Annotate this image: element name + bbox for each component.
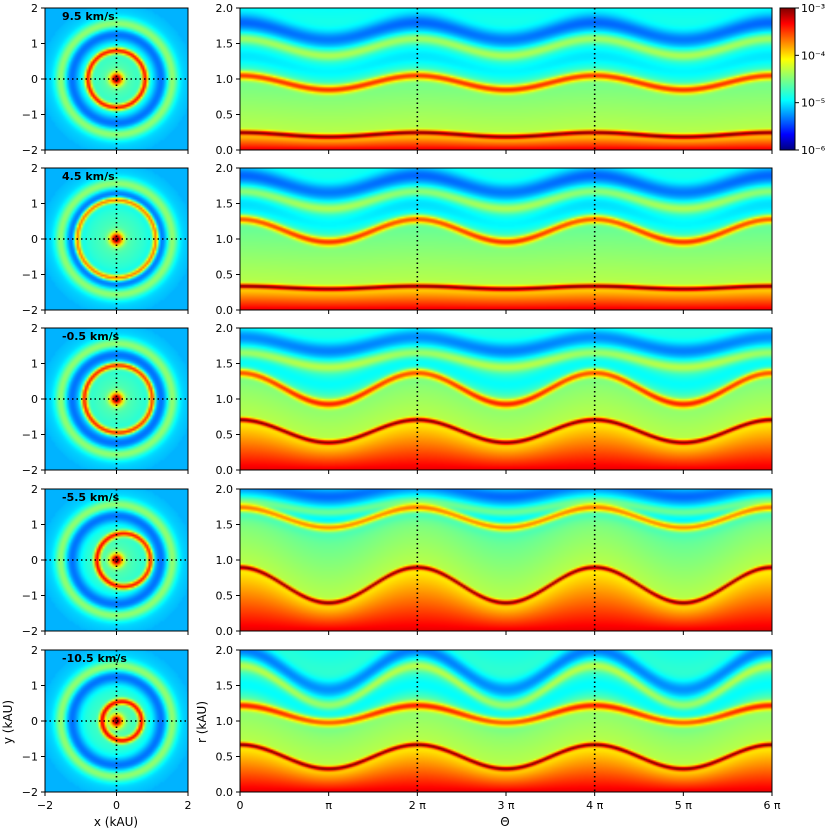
left-ytick-label: −1	[22, 109, 38, 122]
left-ytick-label: −1	[22, 429, 38, 442]
right-xtick-label: 5 π	[675, 799, 692, 812]
left-ytick-label: 2	[31, 644, 38, 657]
right-ytick-label: 2.0	[216, 483, 234, 496]
right-ytick-label: 0.0	[216, 464, 234, 477]
left-ytick-label: −1	[22, 751, 38, 764]
right-ytick-label: 1.0	[216, 233, 234, 246]
right-xtick-label: 2 π	[409, 799, 426, 812]
left-ytick-label: 0	[31, 233, 38, 246]
right-xtick-label: 4 π	[586, 799, 603, 812]
right-map-image	[240, 8, 772, 150]
right-map-image	[240, 328, 772, 470]
velocity-label: -0.5 km/s	[62, 330, 120, 343]
right-ytick-label: 1.5	[216, 358, 234, 371]
left-xtick-label: −2	[37, 799, 53, 812]
right-xtick-label: 0	[237, 799, 244, 812]
colorbar-tick-label: 10⁻⁴	[801, 49, 826, 62]
right-xlabel: Θ	[500, 815, 509, 829]
right-ytick-label: 1.5	[216, 38, 234, 51]
right-xtick-label: 3 π	[497, 799, 514, 812]
velocity-label: 4.5 km/s	[62, 170, 115, 183]
left-ylabel: y (kAU)	[1, 700, 15, 744]
velocity-label: -10.5 km/s	[62, 652, 127, 665]
right-ytick-label: 1.0	[216, 73, 234, 86]
left-ytick-label: 1	[31, 519, 38, 532]
right-ylabel: r (kAU)	[195, 701, 209, 743]
colorbar-tick-label: 10⁻³	[801, 2, 825, 15]
right-ytick-label: 0.5	[216, 269, 234, 282]
right-ytick-label: 2.0	[216, 322, 234, 335]
left-ytick-label: 0	[31, 393, 38, 406]
panel-row-4: -5.5 km/s −2 −1 0 1 2 0.0 0.5 1.0 1.5 2.0	[22, 483, 773, 638]
right-ytick-label: 1.0	[216, 554, 234, 567]
right-ytick-label: 2.0	[216, 162, 234, 175]
right-ytick-label: 2.0	[216, 2, 234, 15]
right-ytick-label: 1.5	[216, 680, 234, 693]
right-ytick-label: 0.5	[216, 109, 234, 122]
right-ytick-label: 0.0	[216, 786, 234, 799]
right-ytick-label: 1.5	[216, 198, 234, 211]
left-ytick-label: −2	[22, 304, 38, 317]
left-ytick-label: −1	[22, 269, 38, 282]
colorbar: 10⁻³ 10⁻⁴ 10⁻⁵ 10⁻⁶	[779, 2, 826, 157]
colorbar-tick-label: 10⁻⁶	[801, 144, 826, 157]
panel-row-2: 4.5 km/s −2 −1 0 1 2 0.0 0.5 1.0 1.5 2.0	[22, 162, 773, 317]
right-ytick-label: 0.5	[216, 590, 234, 603]
right-xtick-label: 6 π	[763, 799, 780, 812]
left-ytick-label: −2	[22, 786, 38, 799]
left-ytick-label: 2	[31, 162, 38, 175]
right-ytick-label: 1.0	[216, 393, 234, 406]
left-ytick-label: 0	[31, 73, 38, 86]
right-map-image	[240, 489, 772, 631]
left-ytick-label: 0	[31, 554, 38, 567]
left-ytick-label: −1	[22, 590, 38, 603]
left-ytick-label: −2	[22, 625, 38, 638]
right-ytick-label: 0.0	[216, 625, 234, 638]
right-ytick-label: 0.5	[216, 429, 234, 442]
left-ytick-label: 0	[31, 715, 38, 728]
right-map-image	[240, 168, 772, 310]
right-xtick-label: π	[325, 799, 332, 812]
velocity-label: -5.5 km/s	[62, 491, 120, 504]
left-xtick-label: 0	[113, 799, 120, 812]
right-ytick-label: 0.0	[216, 304, 234, 317]
left-ytick-label: 2	[31, 483, 38, 496]
right-ytick-label: 0.0	[216, 144, 234, 157]
left-ytick-label: −2	[22, 144, 38, 157]
colorbar-tick-label: 10⁻⁵	[801, 97, 825, 110]
left-ytick-label: 1	[31, 680, 38, 693]
left-xlabel: x (kAU)	[94, 815, 138, 829]
left-ytick-label: −2	[22, 464, 38, 477]
right-ytick-label: 1.5	[216, 519, 234, 532]
left-ytick-label: 1	[31, 38, 38, 51]
left-ytick-label: 2	[31, 2, 38, 15]
panel-row-5: -10.5 km/s −2 −1 0 1 2 −2 0 2 0.0 0.5 1.0 1.5 2.0 0 π 2 …	[22, 644, 781, 812]
left-xtick-label: 2	[185, 799, 192, 812]
left-ytick-label: 1	[31, 358, 38, 371]
left-ytick-label: 2	[31, 322, 38, 335]
panel-row-1: 9.5 km/s −2 −1 0 1 2 0.0 0.5 1.0 1.5 2.0	[22, 2, 773, 157]
right-map-image	[240, 650, 772, 792]
velocity-label: 9.5 km/s	[62, 10, 115, 23]
colorbar-gradient	[779, 7, 796, 151]
right-ytick-label: 0.5	[216, 751, 234, 764]
left-ytick-label: 1	[31, 198, 38, 211]
right-ytick-label: 2.0	[216, 644, 234, 657]
right-ytick-label: 1.0	[216, 715, 234, 728]
panel-row-3: -0.5 km/s −2 −1 0 1 2 0.0 0.5 1.0 1.5 2.0	[22, 322, 773, 477]
